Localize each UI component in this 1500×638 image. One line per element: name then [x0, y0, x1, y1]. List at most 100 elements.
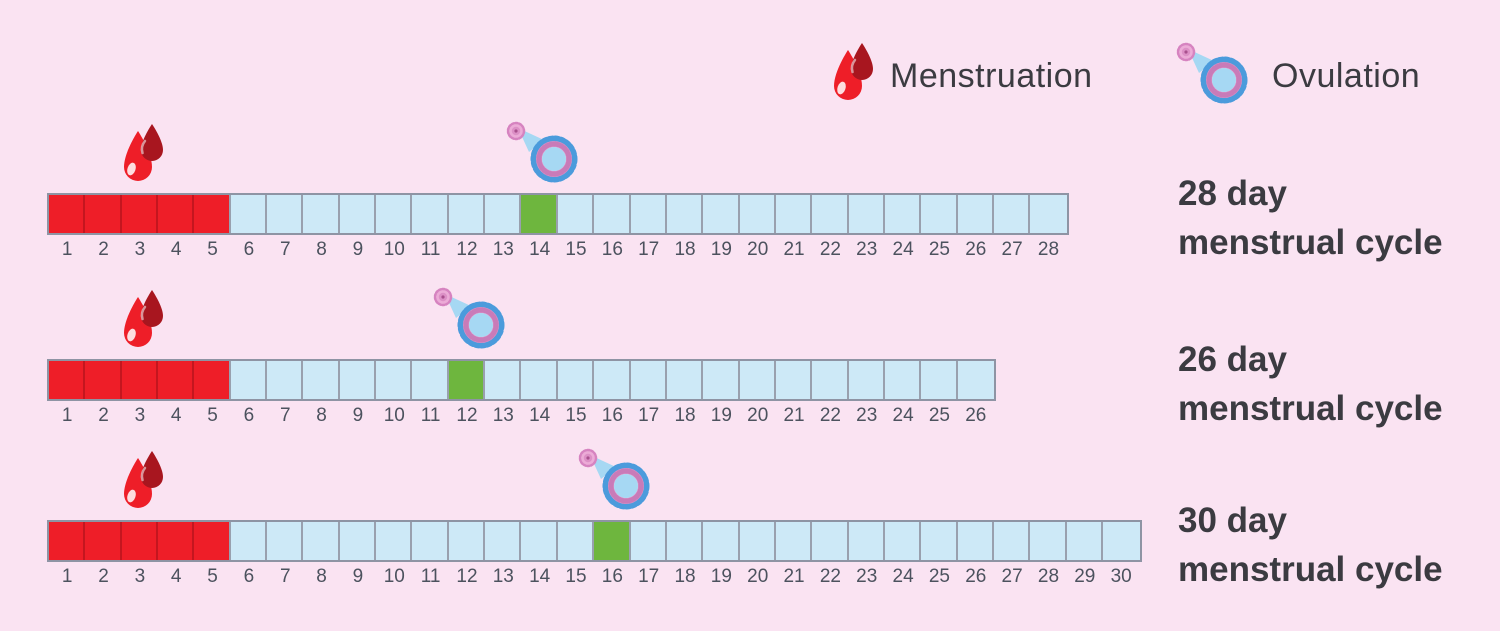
day-number: 1 — [61, 405, 73, 426]
day-number: 27 — [1001, 566, 1023, 587]
cycle-label: 30 day menstrual cycle — [1178, 496, 1443, 594]
day-cell — [485, 195, 522, 233]
day-number: 30 — [1110, 566, 1132, 587]
day-number: 28 — [1037, 566, 1060, 587]
menstruation-day-cell — [121, 522, 159, 560]
day-cell — [485, 522, 522, 560]
day-number: 12 — [456, 239, 478, 260]
menstruation-day-cell — [194, 361, 231, 399]
day-cell — [339, 361, 377, 399]
day-number: 25 — [928, 239, 950, 260]
day-cell — [412, 522, 449, 560]
day-number: 18 — [674, 566, 696, 587]
day-cell — [557, 195, 595, 233]
day-number: 17 — [638, 566, 660, 587]
day-number: 26 — [965, 566, 987, 587]
day-number: 7 — [279, 566, 291, 587]
day-cell — [739, 361, 776, 399]
day-number: 8 — [316, 566, 327, 587]
day-number: 24 — [892, 566, 914, 587]
day-number: 20 — [747, 405, 769, 426]
menstruation-day-cell — [121, 361, 159, 399]
day-cell — [230, 522, 268, 560]
day-cell — [448, 195, 486, 233]
day-number: 16 — [601, 239, 623, 260]
day-cell — [884, 522, 922, 560]
cycle-label-line2: menstrual cycle — [1178, 550, 1443, 589]
day-cell — [775, 361, 813, 399]
day-numbers: 1 2 3 4 5 6 7 8 9 10 11 12 13 14 15 16 17 18 19 20 21 22 23 24 2… — [49, 566, 1139, 588]
day-cell — [666, 522, 704, 560]
menstruation-day-cell — [85, 195, 122, 233]
day-cell — [812, 361, 849, 399]
day-cell — [1066, 522, 1103, 560]
menstruation-blood-drop-icon — [832, 42, 876, 104]
day-bar — [47, 520, 1142, 562]
day-number: 9 — [352, 566, 364, 587]
day-number: 22 — [819, 566, 841, 587]
day-cell — [1102, 522, 1140, 560]
menstruation-day-cell — [49, 195, 86, 233]
day-number: 17 — [638, 405, 660, 426]
day-bar — [47, 359, 997, 401]
day-cell — [521, 522, 558, 560]
day-number: 4 — [170, 405, 182, 426]
menstruation-blood-drop-icon — [122, 450, 166, 512]
day-number: 27 — [1001, 239, 1023, 260]
ovulation-day-cell — [448, 361, 486, 399]
day-number: 3 — [134, 405, 146, 426]
day-number: 7 — [279, 239, 291, 260]
day-cell — [703, 361, 740, 399]
day-cell — [884, 195, 922, 233]
menstruation-day-cell — [121, 195, 159, 233]
day-cell — [921, 195, 958, 233]
day-cell — [267, 361, 304, 399]
legend-menstruation-label: Menstruation — [890, 57, 1093, 95]
day-number: 21 — [783, 405, 805, 426]
day-number: 14 — [529, 405, 551, 426]
day-cell — [376, 361, 413, 399]
day-number: 6 — [243, 566, 255, 587]
day-cell — [848, 361, 885, 399]
day-cell — [630, 195, 667, 233]
day-number: 8 — [316, 239, 327, 260]
day-cell — [230, 361, 268, 399]
day-number: 13 — [492, 566, 514, 587]
day-cell — [230, 195, 268, 233]
day-number: 7 — [279, 405, 291, 426]
day-number: 20 — [747, 566, 769, 587]
day-cell — [884, 361, 922, 399]
day-cell — [267, 195, 304, 233]
day-number: 24 — [892, 405, 914, 426]
day-cell — [848, 522, 885, 560]
day-cell — [739, 522, 776, 560]
day-number: 12 — [456, 566, 478, 587]
day-cell — [666, 361, 704, 399]
ovulation-ovum-icon — [425, 283, 513, 353]
day-number: 1 — [61, 239, 73, 260]
day-cell — [557, 522, 595, 560]
day-cell — [412, 361, 449, 399]
day-number: 13 — [492, 405, 514, 426]
day-number: 16 — [601, 566, 623, 587]
menstruation-day-cell — [158, 522, 195, 560]
day-number: 6 — [243, 239, 255, 260]
day-number: 3 — [134, 566, 146, 587]
day-number: 19 — [710, 239, 732, 260]
menstruation-day-cell — [85, 361, 122, 399]
cycle-label-line1: 28 day — [1178, 174, 1287, 213]
day-bar — [47, 193, 1069, 235]
day-number: 18 — [674, 239, 696, 260]
day-number: 15 — [565, 566, 587, 587]
day-cell — [812, 522, 849, 560]
day-number: 12 — [456, 405, 478, 426]
day-cell — [921, 361, 958, 399]
menstruation-day-cell — [194, 522, 231, 560]
day-number: 15 — [565, 239, 587, 260]
day-number: 11 — [420, 566, 441, 587]
day-cell — [775, 522, 813, 560]
day-number: 10 — [383, 239, 405, 260]
day-number: 2 — [98, 405, 109, 426]
day-number: 9 — [352, 405, 364, 426]
day-cell — [775, 195, 813, 233]
